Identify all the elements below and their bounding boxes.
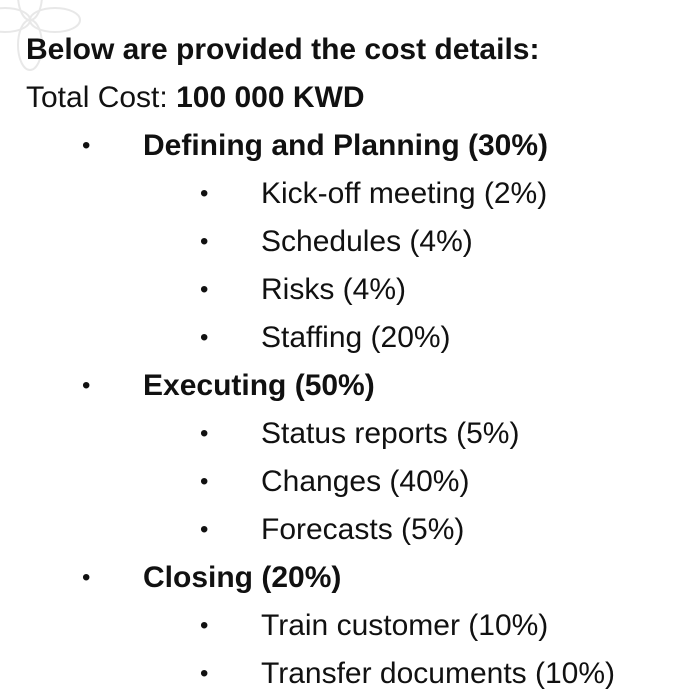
subitem-status-reports: • Status reports (5%): [26, 410, 681, 458]
phase-label: Closing (20%): [143, 561, 342, 594]
phase-list: • Defining and Planning (30%) • Kick-off…: [26, 122, 681, 698]
subitem-kick-off-meeting: • Kick-off meeting (2%): [26, 170, 681, 218]
phase-item-closing: • Closing (20%): [26, 554, 681, 602]
subitem-label: Transfer documents (10%): [261, 657, 616, 690]
bullet-icon: •: [200, 468, 209, 495]
subitem-train-customer: • Train customer (10%): [26, 602, 681, 650]
bullet-icon: •: [200, 516, 209, 543]
watermark-flower-icon: [0, 0, 81, 71]
phase-label: Executing (50%): [143, 369, 375, 402]
bullet-icon: •: [200, 324, 209, 351]
bullet-icon: •: [200, 612, 209, 639]
bullet-icon: •: [82, 372, 91, 399]
bullet-icon: •: [82, 564, 91, 591]
bullet-icon: •: [200, 228, 209, 255]
subitem-staffing: • Staffing (20%): [26, 314, 681, 362]
subitem-schedules: • Schedules (4%): [26, 218, 681, 266]
subitem-label: Staffing (20%): [261, 321, 451, 354]
heading: Below are provided the cost details:: [26, 33, 540, 66]
cost-details-document: Below are provided the cost details: Tot…: [26, 26, 681, 698]
subitem-label: Forecasts (5%): [261, 513, 465, 546]
phase-item-executing: • Executing (50%): [26, 362, 681, 410]
subitem-label: Kick-off meeting (2%): [261, 177, 548, 210]
subitem-label: Train customer (10%): [261, 609, 549, 642]
total-cost-label: Total Cost:: [26, 81, 168, 114]
subitem-label: Changes (40%): [261, 465, 470, 498]
subitem-changes: • Changes (40%): [26, 458, 681, 506]
phase-item-defining-and-planning: • Defining and Planning (30%): [26, 122, 681, 170]
total-cost-line: Total Cost: 100 000 KWD: [26, 74, 681, 122]
bullet-icon: •: [200, 420, 209, 447]
subitem-label: Schedules (4%): [261, 225, 473, 258]
bullet-icon: •: [200, 660, 209, 687]
bullet-icon: •: [200, 180, 209, 207]
bullet-icon: •: [200, 276, 209, 303]
subitem-label: Status reports (5%): [261, 417, 520, 450]
subitem-risks: • Risks (4%): [26, 266, 681, 314]
total-cost-value: 100 000 KWD: [176, 81, 365, 114]
subitem-label: Risks (4%): [261, 273, 407, 306]
phase-label: Defining and Planning (30%): [143, 129, 549, 162]
bullet-icon: •: [82, 132, 91, 159]
subitem-transfer-documents: • Transfer documents (10%): [26, 650, 681, 698]
subitem-forecasts: • Forecasts (5%): [26, 506, 681, 554]
